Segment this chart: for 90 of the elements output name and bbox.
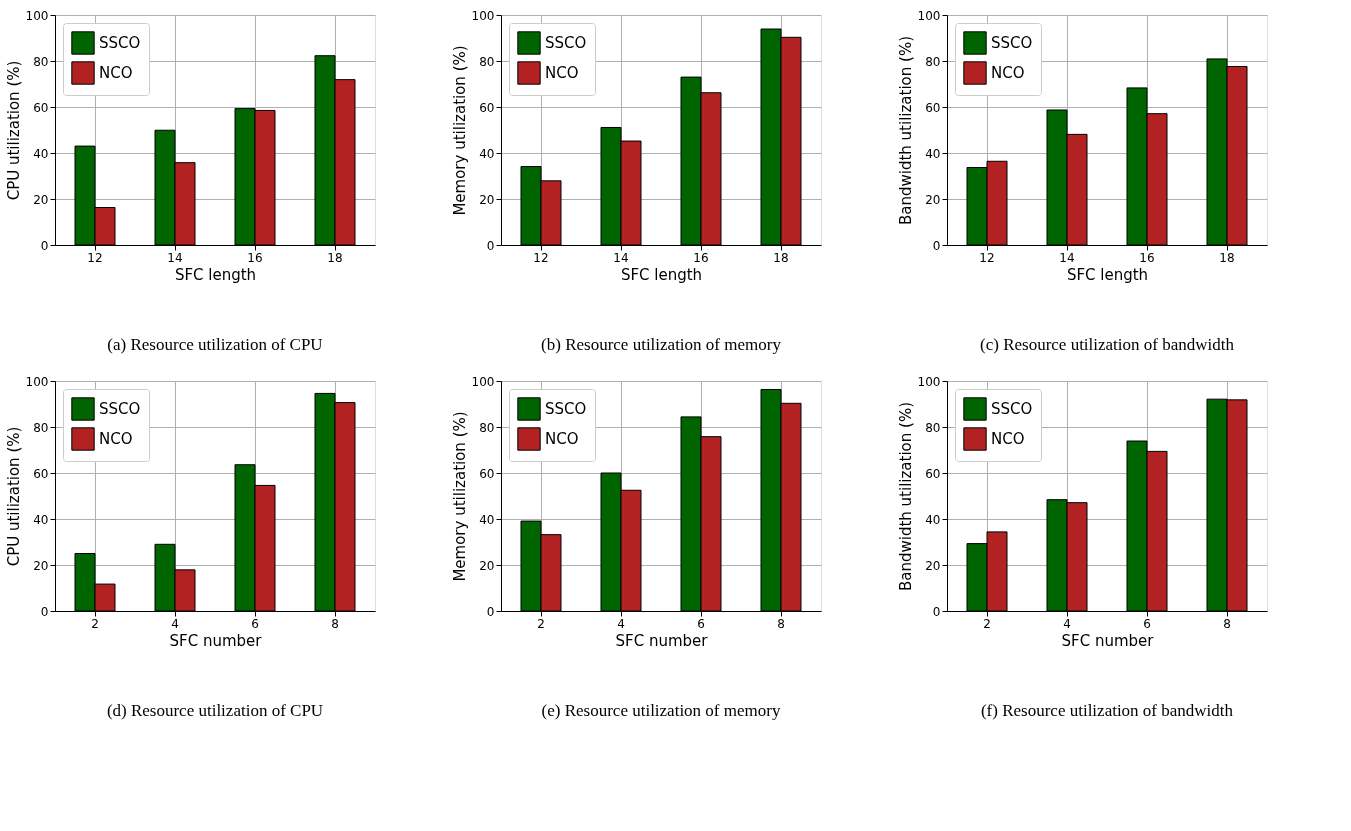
y-tick-label: 60 — [33, 100, 49, 115]
x-axis-title: SFC number — [615, 631, 709, 650]
y-tick-label: 80 — [479, 54, 495, 69]
y-tick-label: 40 — [925, 512, 941, 527]
y-axis-title: CPU utilization (%) — [4, 60, 23, 201]
y-tick-label: 40 — [479, 512, 495, 527]
x-tick-label: 2 — [983, 616, 991, 631]
y-tick-label: 0 — [486, 238, 495, 253]
legend-label: NCO — [545, 64, 579, 82]
y-tick-label: 0 — [40, 604, 49, 619]
y-tick-label: 0 — [932, 238, 941, 253]
x-tick-label: 14 — [167, 250, 183, 265]
legend-label: SSCO — [991, 400, 1033, 418]
text: (b) Resource utilization of memory — [541, 335, 782, 354]
legend-label: NCO — [99, 64, 133, 82]
y-axis-title: Bandwidth utilization (%) — [896, 35, 915, 226]
x-tick-label: 14 — [613, 250, 629, 265]
x-axis-title: SFC length — [174, 265, 257, 284]
x-axis-title: SFC number — [1061, 631, 1155, 650]
y-tick-label: 40 — [33, 512, 49, 527]
y-axis-title: CPU utilization (%) — [4, 426, 23, 567]
y-axis-title: Memory utilization (%) — [450, 411, 469, 582]
x-tick-label: 16 — [1139, 250, 1155, 265]
y-tick-label: 100 — [471, 374, 495, 389]
x-axis-title: SFC length — [620, 265, 703, 284]
x-tick-label: 12 — [87, 250, 103, 265]
x-tick-label: 18 — [327, 250, 343, 265]
x-tick-label: 8 — [777, 616, 785, 631]
text: (d) Resource utilization of CPU — [106, 701, 324, 720]
y-tick-label: 80 — [33, 420, 49, 435]
y-tick-label: 60 — [479, 100, 495, 115]
x-axis-title: SFC length — [1066, 265, 1149, 284]
y-tick-label: 20 — [479, 192, 495, 207]
x-tick-label: 12 — [979, 250, 995, 265]
y-tick-label: 100 — [471, 8, 495, 23]
text: (e) Resource utilization of memory — [541, 701, 781, 720]
legend-label: SSCO — [99, 34, 141, 52]
y-tick-label: 80 — [479, 420, 495, 435]
x-tick-label: 2 — [537, 616, 545, 631]
x-tick-label: 8 — [1223, 616, 1231, 631]
x-tick-label: 6 — [1143, 616, 1151, 631]
legend-label: SSCO — [99, 400, 141, 418]
y-tick-label: 20 — [925, 558, 941, 573]
x-tick-label: 6 — [697, 616, 705, 631]
y-tick-label: 20 — [33, 558, 49, 573]
y-tick-label: 60 — [479, 466, 495, 481]
x-tick-label: 14 — [1059, 250, 1075, 265]
legend-label: NCO — [99, 430, 133, 448]
legend-label: SSCO — [991, 34, 1033, 52]
x-tick-label: 16 — [693, 250, 709, 265]
legend-label: NCO — [991, 64, 1025, 82]
y-tick-label: 100 — [917, 8, 941, 23]
legend-label: SSCO — [545, 34, 587, 52]
y-tick-label: 80 — [925, 54, 941, 69]
text: (a) Resource utilization of CPU — [107, 335, 323, 354]
y-tick-label: 40 — [925, 146, 941, 161]
x-axis-title: SFC number — [169, 631, 263, 650]
x-tick-label: 6 — [251, 616, 259, 631]
y-tick-label: 20 — [925, 192, 941, 207]
y-tick-label: 60 — [33, 466, 49, 481]
y-tick-label: 20 — [479, 558, 495, 573]
y-tick-label: 20 — [33, 192, 49, 207]
x-tick-label: 8 — [331, 616, 339, 631]
y-tick-label: 80 — [925, 420, 941, 435]
y-axis-title: Bandwidth utilization (%) — [896, 401, 915, 592]
legend-label: NCO — [991, 430, 1025, 448]
y-tick-label: 80 — [33, 54, 49, 69]
legend-label: NCO — [545, 430, 579, 448]
y-tick-label: 100 — [25, 374, 49, 389]
x-tick-label: 4 — [171, 616, 179, 631]
x-tick-label: 18 — [773, 250, 789, 265]
x-tick-label: 2 — [91, 616, 99, 631]
x-tick-label: 12 — [533, 250, 549, 265]
x-tick-label: 16 — [247, 250, 263, 265]
y-axis-title: Memory utilization (%) — [450, 45, 469, 216]
y-tick-label: 0 — [486, 604, 495, 619]
y-tick-label: 60 — [925, 100, 941, 115]
y-tick-label: 100 — [917, 374, 941, 389]
y-tick-label: 0 — [40, 238, 49, 253]
y-tick-label: 40 — [33, 146, 49, 161]
text: (f) Resource utilization of bandwidth — [980, 701, 1234, 720]
y-tick-label: 60 — [925, 466, 941, 481]
x-tick-label: 4 — [617, 616, 625, 631]
x-tick-label: 4 — [1063, 616, 1071, 631]
y-tick-label: 100 — [25, 8, 49, 23]
text: (c) Resource utilization of bandwidth — [980, 335, 1235, 354]
x-tick-label: 18 — [1219, 250, 1235, 265]
y-tick-label: 40 — [479, 146, 495, 161]
y-tick-label: 0 — [932, 604, 941, 619]
legend-label: SSCO — [545, 400, 587, 418]
